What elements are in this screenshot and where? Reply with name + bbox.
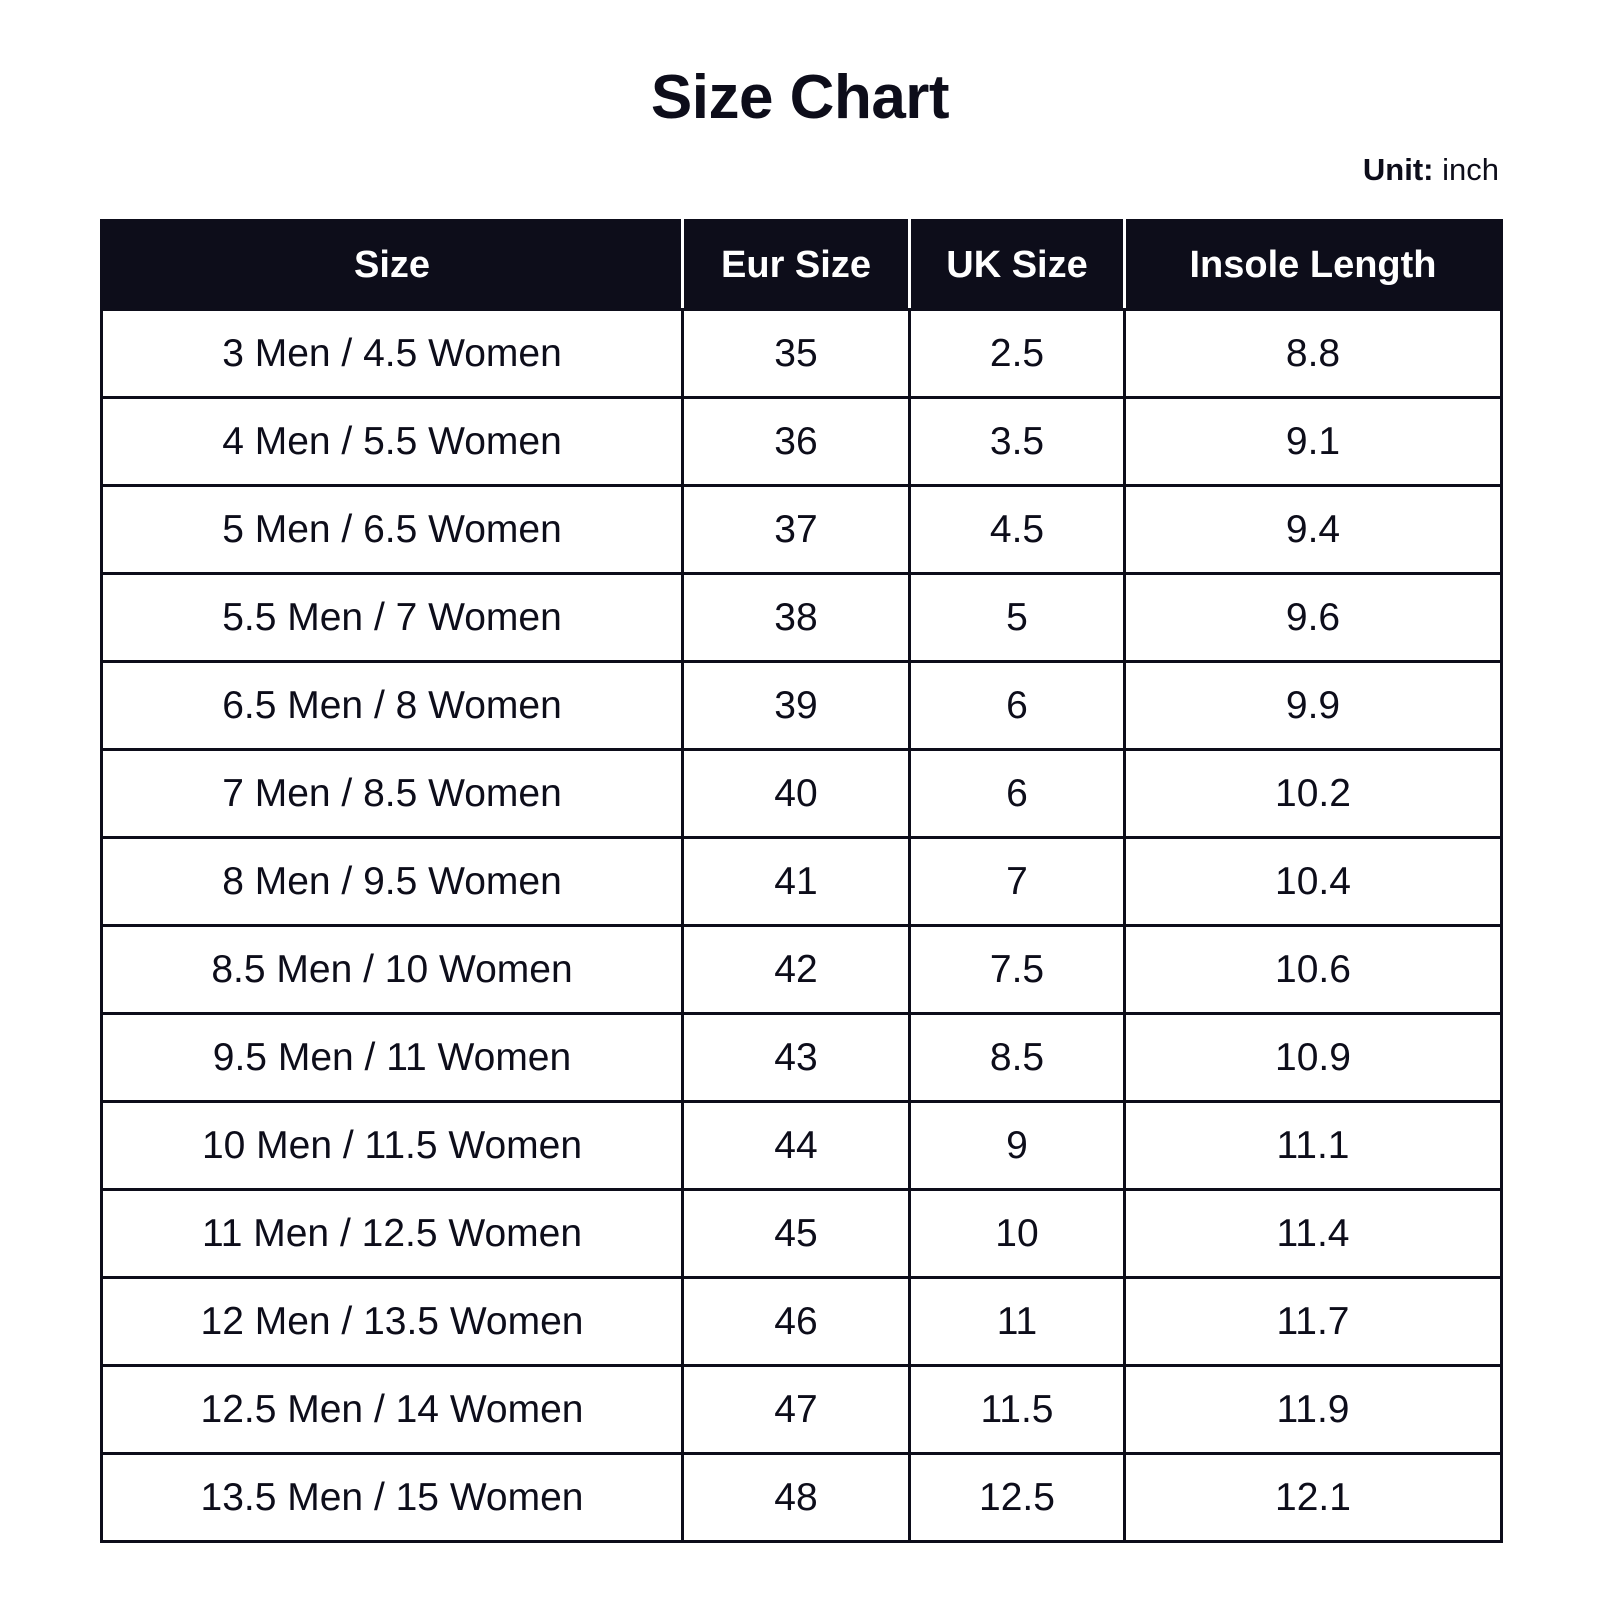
table-cell: 10 Men / 11.5 Women	[100, 1100, 684, 1191]
table-row: 8 Men / 9.5 Women 41 7 10.4	[100, 836, 1503, 927]
table-row: 13.5 Men / 15 Women 48 12.5 12.1	[100, 1452, 1503, 1543]
table-cell: 10.6	[1123, 924, 1503, 1015]
unit-value: inch	[1442, 152, 1499, 187]
table-cell: 9.6	[1123, 572, 1503, 663]
table-cell: 48	[681, 1452, 911, 1543]
table-row: 6.5 Men / 8 Women 39 6 9.9	[100, 660, 1503, 751]
table-cell: 7 Men / 8.5 Women	[100, 748, 684, 839]
table-cell: 47	[681, 1364, 911, 1455]
table-cell: 7.5	[908, 924, 1126, 1015]
table-cell: 11.9	[1123, 1364, 1503, 1455]
page-title: Size Chart	[650, 63, 950, 132]
table-cell: 11	[908, 1276, 1126, 1367]
table-cell: 35	[681, 308, 911, 399]
column-header: Eur Size	[681, 219, 911, 311]
table-cell: 9.9	[1123, 660, 1503, 751]
table-cell: 8 Men / 9.5 Women	[100, 836, 684, 927]
table-row: 11 Men / 12.5 Women 45 10 11.4	[100, 1188, 1503, 1279]
table-cell: 11 Men / 12.5 Women	[100, 1188, 684, 1279]
table-cell: 38	[681, 572, 911, 663]
table-cell: 5	[908, 572, 1126, 663]
table-row: 4 Men / 5.5 Women 36 3.5 9.1	[100, 396, 1503, 487]
table-row: 10 Men / 11.5 Women 44 9 11.1	[100, 1100, 1503, 1191]
table-cell: 8.5 Men / 10 Women	[100, 924, 684, 1015]
table-cell: 2.5	[908, 308, 1126, 399]
table-cell: 11.4	[1123, 1188, 1503, 1279]
table-cell: 39	[681, 660, 911, 751]
table-cell: 43	[681, 1012, 911, 1103]
table-cell: 9.5 Men / 11 Women	[100, 1012, 684, 1103]
table-cell: 12.1	[1123, 1452, 1503, 1543]
table-cell: 11.7	[1123, 1276, 1503, 1367]
table-cell: 12 Men / 13.5 Women	[100, 1276, 684, 1367]
table-row: 12 Men / 13.5 Women 46 11 11.7	[100, 1276, 1503, 1367]
table-cell: 10.9	[1123, 1012, 1503, 1103]
table-cell: 9.1	[1123, 396, 1503, 487]
table-cell: 13.5 Men / 15 Women	[100, 1452, 684, 1543]
table-cell: 10.2	[1123, 748, 1503, 839]
table-cell: 10.4	[1123, 836, 1503, 927]
table-cell: 11.1	[1123, 1100, 1503, 1191]
table-cell: 41	[681, 836, 911, 927]
column-header: Size	[100, 219, 684, 311]
table-row: 7 Men / 8.5 Women 40 6 10.2	[100, 748, 1503, 839]
table-cell: 12.5 Men / 14 Women	[100, 1364, 684, 1455]
table-cell: 44	[681, 1100, 911, 1191]
table-cell: 6.5 Men / 8 Women	[100, 660, 684, 751]
table-cell: 9.4	[1123, 484, 1503, 575]
table-row: 5.5 Men / 7 Women 38 5 9.6	[100, 572, 1503, 663]
table-cell: 42	[681, 924, 911, 1015]
table-cell: 6	[908, 748, 1126, 839]
table-cell: 36	[681, 396, 911, 487]
table-row: 9.5 Men / 11 Women 43 8.5 10.9	[100, 1012, 1503, 1103]
table-row: 12.5 Men / 14 Women 47 11.5 11.9	[100, 1364, 1503, 1455]
table-cell: 6	[908, 660, 1126, 751]
table-cell: 5 Men / 6.5 Women	[100, 484, 684, 575]
table-cell: 7	[908, 836, 1126, 927]
table-cell: 8.5	[908, 1012, 1126, 1103]
table-cell: 46	[681, 1276, 911, 1367]
table-row: 3 Men / 4.5 Women 35 2.5 8.8	[100, 308, 1503, 399]
table-cell: 37	[681, 484, 911, 575]
column-header: Insole Length	[1123, 219, 1503, 311]
table-cell: 45	[681, 1188, 911, 1279]
header-row: Size Eur Size UK Size Insole Length	[100, 219, 1503, 311]
table-cell: 12.5	[908, 1452, 1126, 1543]
table-cell: 8.8	[1123, 308, 1503, 399]
table-cell: 3 Men / 4.5 Women	[100, 308, 684, 399]
unit-key: Unit:	[1362, 152, 1434, 187]
table-cell: 5.5 Men / 7 Women	[100, 572, 684, 663]
size-chart-table: Size Eur Size UK Size Insole Length 3 Men /…	[100, 219, 1503, 1543]
table-cell: 4 Men / 5.5 Women	[100, 396, 684, 487]
table-cell: 9	[908, 1100, 1126, 1191]
table-cell: 3.5	[908, 396, 1126, 487]
table-cell: 10	[908, 1188, 1126, 1279]
column-header: UK Size	[908, 219, 1126, 311]
table-cell: 4.5	[908, 484, 1126, 575]
table-row: 8.5 Men / 10 Women 42 7.5 10.6	[100, 924, 1503, 1015]
table-cell: 11.5	[908, 1364, 1126, 1455]
unit-label: Unit: inch	[1363, 152, 1499, 188]
table-cell: 40	[681, 748, 911, 839]
table-row: 5 Men / 6.5 Women 37 4.5 9.4	[100, 484, 1503, 575]
